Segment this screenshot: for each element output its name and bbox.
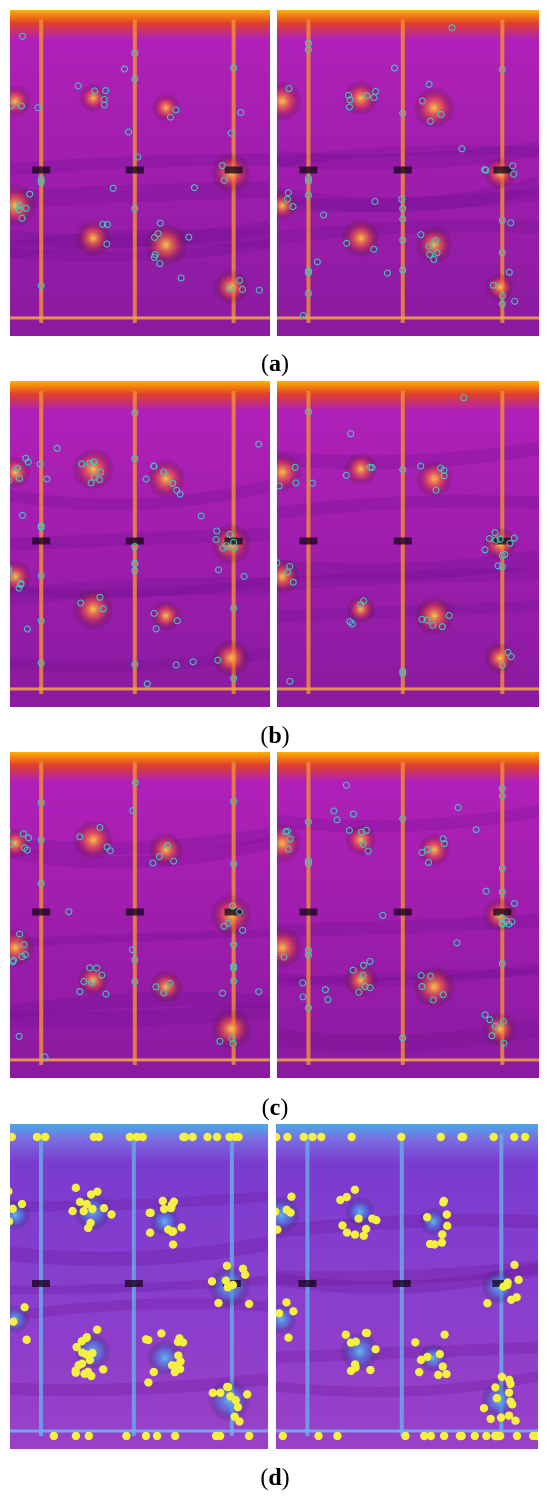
caption-a: (a) <box>261 351 289 377</box>
thermal-image-canvas <box>10 381 270 707</box>
row-b <box>0 381 550 707</box>
thermal-image-canvas <box>277 10 539 336</box>
caption-c: (c) <box>261 1095 289 1121</box>
row-c <box>0 752 550 1078</box>
thermal-image-canvas <box>277 381 539 707</box>
caption-d: (d) <box>260 1465 290 1491</box>
thermal-image-c-right <box>277 752 539 1078</box>
thermal-image-a-right <box>277 10 539 336</box>
caption-b-label: b <box>268 723 282 749</box>
thermal-image-canvas <box>276 1124 538 1449</box>
thermal-image-b-left <box>10 381 270 707</box>
row-a <box>0 10 550 336</box>
thermal-image-b-right <box>277 381 539 707</box>
thermal-image-c-left <box>10 752 270 1078</box>
thermal-image-canvas <box>10 10 270 336</box>
row-d <box>0 1124 550 1449</box>
thermal-image-a-left <box>10 10 270 336</box>
caption-a-label: a <box>269 351 281 377</box>
thermal-image-canvas <box>277 752 539 1078</box>
thermal-image-d-left <box>10 1124 268 1449</box>
thermal-image-canvas <box>10 1124 268 1449</box>
caption-b: (b) <box>260 723 290 749</box>
caption-d-label: d <box>268 1465 282 1491</box>
caption-c-label: c <box>269 1095 281 1121</box>
thermal-image-d-right <box>276 1124 538 1449</box>
thermal-image-canvas <box>10 752 270 1078</box>
